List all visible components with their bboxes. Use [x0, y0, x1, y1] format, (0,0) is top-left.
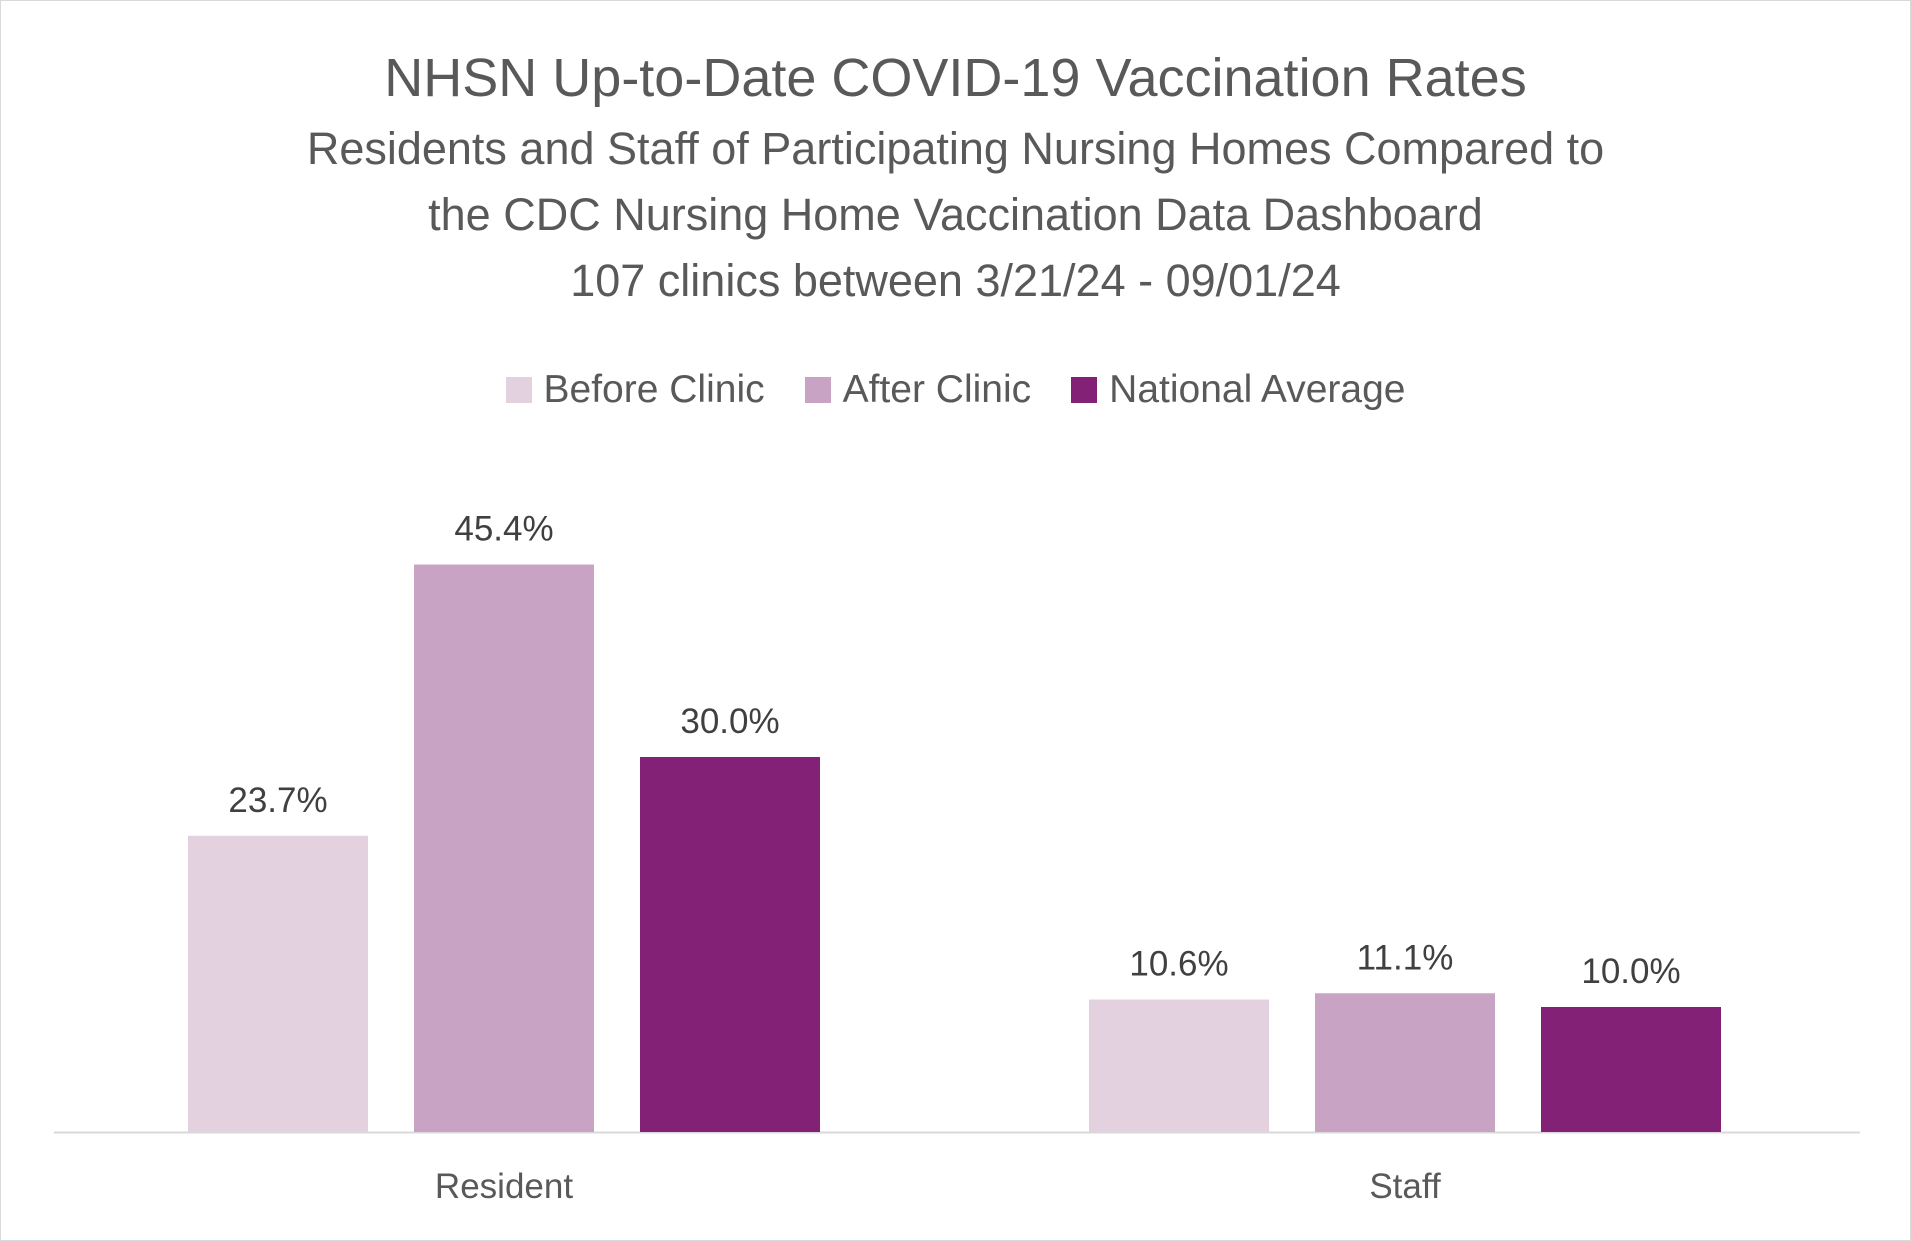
category-label-staff: Staff	[1369, 1167, 1441, 1206]
data-label-staff-before-clinic: 10.6%	[1129, 945, 1228, 984]
data-label-staff-after-clinic: 11.1%	[1357, 938, 1454, 977]
chart-title: NHSN Up-to-Date COVID-19 Vaccination Rat…	[384, 48, 1527, 108]
chart-subtitle-line-1: Residents and Staff of Participating Nur…	[306, 123, 1605, 174]
data-label-resident-national-average: 30.0%	[680, 702, 779, 741]
bar-staff-before-clinic	[1089, 999, 1269, 1132]
chart-subtitle-line-3: 107 clinics between 3/21/24 - 09/01/24	[570, 255, 1341, 306]
data-label-staff-national-average: 10.0%	[1581, 952, 1680, 991]
legend-swatch-after-clinic	[804, 377, 831, 403]
chart-legend: Before Clinic After Clinic National Aver…	[0, 365, 1911, 415]
legend-label-national-average: National Average	[1109, 368, 1406, 411]
legend-label-after-clinic: After Clinic	[842, 368, 1032, 411]
bar-resident-national-average	[640, 757, 820, 1132]
legend-swatch-national-average	[1071, 377, 1098, 403]
legend-label-before-clinic: Before Clinic	[543, 368, 765, 411]
bar-resident-before-clinic	[188, 835, 368, 1132]
data-label-resident-after-clinic: 45.4%	[454, 510, 553, 549]
category-label-resident: Resident	[435, 1167, 573, 1206]
bar-staff-national-average	[1541, 1007, 1721, 1132]
chart-subtitle-line-2: the CDC Nursing Home Vaccination Data Da…	[428, 189, 1483, 240]
legend-item-national-average: National Average	[1071, 365, 1405, 415]
legend-item-before-clinic: Before Clinic	[505, 365, 765, 415]
legend-item-after-clinic: After Clinic	[804, 365, 1032, 415]
bar-resident-after-clinic	[414, 564, 594, 1132]
bar-staff-after-clinic	[1315, 993, 1495, 1132]
legend-swatch-before-clinic	[505, 377, 532, 403]
title-block: NHSN Up-to-Date COVID-19 Vaccination Rat…	[0, 40, 1911, 314]
data-label-resident-before-clinic: 23.7%	[228, 781, 327, 820]
